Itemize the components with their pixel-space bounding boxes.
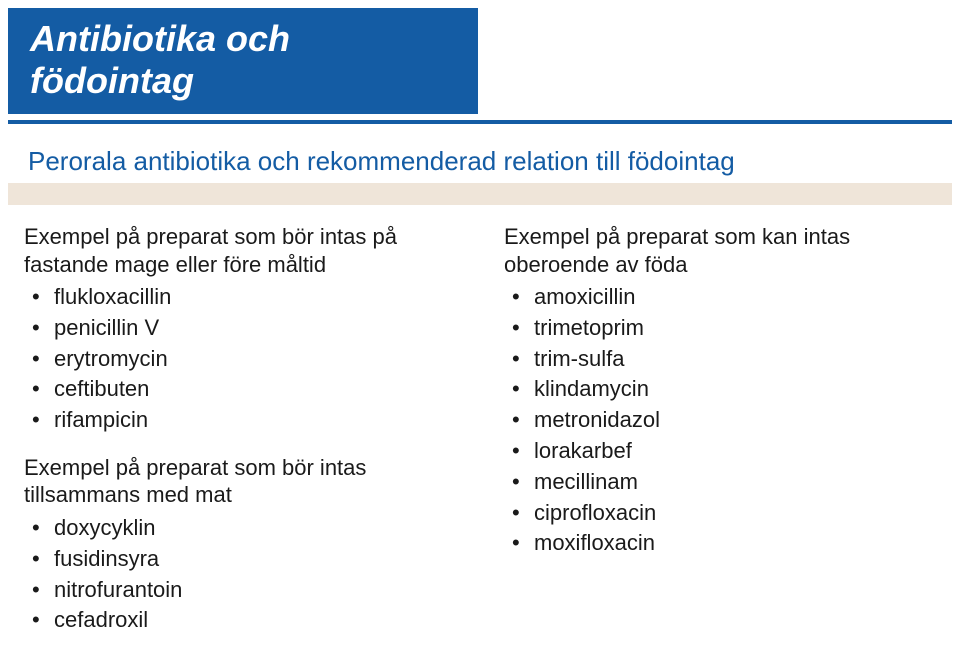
list-item: flukloxacillin [24, 282, 456, 313]
content-columns: Exempel på preparat som bör intas på fas… [0, 215, 960, 654]
group-heading: Exempel på preparat som bör intas tillsa… [24, 454, 456, 509]
list-item: klindamycin [504, 374, 936, 405]
list-item: ciprofloxacin [504, 498, 936, 529]
list-item: doxycyklin [24, 513, 456, 544]
list-item: cefadroxil [24, 605, 456, 636]
list-item: amoxicillin [504, 282, 936, 313]
subtitle-underline-band [8, 183, 952, 205]
list-item: trim-sulfa [504, 344, 936, 375]
list-item: ceftibuten [24, 374, 456, 405]
title-underline-bar [8, 120, 952, 124]
group-heading: Exempel på preparat som bör intas på fas… [24, 223, 456, 278]
list-item: lorakarbef [504, 436, 936, 467]
list-item: erytromycin [24, 344, 456, 375]
list-item: rifampicin [24, 405, 456, 436]
list-item: moxifloxacin [504, 528, 936, 559]
list-item: penicillin V [24, 313, 456, 344]
item-list: flukloxacillin penicillin V erytromycin … [24, 282, 456, 436]
item-list: doxycyklin fusidinsyra nitrofurantoin ce… [24, 513, 456, 636]
list-item: metronidazol [504, 405, 936, 436]
list-item: mecillinam [504, 467, 936, 498]
list-item: fusidinsyra [24, 544, 456, 575]
list-item: trimetoprim [504, 313, 936, 344]
group-heading: Exempel på preparat som kan intas oberoe… [504, 223, 936, 278]
page-title: Antibiotika och födointag [8, 8, 478, 114]
left-column: Exempel på preparat som bör intas på fas… [24, 215, 480, 654]
item-list: amoxicillin trimetoprim trim-sulfa klind… [504, 282, 936, 559]
subtitle: Perorala antibiotika och rekommenderad r… [28, 146, 960, 177]
right-column: Exempel på preparat som kan intas oberoe… [480, 215, 936, 654]
list-item: nitrofurantoin [24, 575, 456, 606]
